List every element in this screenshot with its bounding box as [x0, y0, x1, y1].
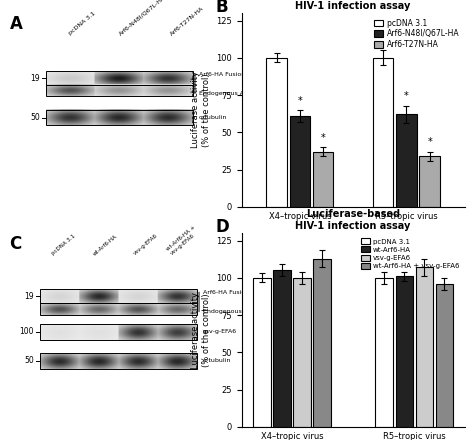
Text: Arf6-N48I/Q67L-HA: Arf6-N48I/Q67L-HA [118, 0, 167, 37]
Bar [313, 259, 331, 427]
Bar [253, 278, 271, 427]
Bar [40, 324, 197, 340]
Text: 19: 19 [24, 292, 34, 301]
Bar [396, 114, 417, 207]
Bar [375, 278, 393, 427]
Text: vsv-g-EFA6: vsv-g-EFA6 [133, 233, 159, 257]
Text: Arf6-T27N-HA: Arf6-T27N-HA [169, 5, 205, 37]
Text: 100: 100 [19, 327, 34, 337]
Bar [40, 290, 197, 303]
Text: pcDNA 3.1: pcDNA 3.1 [67, 11, 96, 37]
Text: C: C [9, 235, 22, 253]
Title: Luciferase-based
HIV-1 infection assay: Luciferase-based HIV-1 infection assay [295, 209, 411, 231]
Text: *: * [427, 137, 432, 147]
Text: 50: 50 [24, 356, 34, 366]
Text: vsv-g-EFA6: vsv-g-EFA6 [203, 330, 237, 334]
Bar [290, 116, 310, 207]
Legend: pcDNA 3.1, Arf6-N48I/Q67L-HA, Arf6-T27N-HA: pcDNA 3.1, Arf6-N48I/Q67L-HA, Arf6-T27N-… [372, 17, 461, 51]
Title: Luciferase-based
HIV-1 infection assay: Luciferase-based HIV-1 infection assay [295, 0, 411, 11]
Text: wt-Arf6-HA: wt-Arf6-HA [92, 233, 118, 257]
Text: 50: 50 [30, 113, 40, 122]
Text: B: B [215, 0, 228, 16]
Text: Endogenous Arf6: Endogenous Arf6 [199, 91, 253, 96]
Bar [373, 58, 393, 207]
Text: wt-Arf6-HA +
vsv-g-EFA6: wt-Arf6-HA + vsv-g-EFA6 [165, 225, 201, 257]
Text: A: A [9, 15, 22, 33]
Text: *: * [298, 95, 302, 106]
Text: α-tubulin: α-tubulin [203, 359, 231, 363]
Text: Arf6-HA Fusion Proteins: Arf6-HA Fusion Proteins [199, 72, 273, 77]
Bar [313, 152, 333, 207]
Bar [266, 58, 287, 207]
Bar [436, 284, 453, 427]
Text: 19: 19 [30, 73, 40, 83]
Text: D: D [215, 218, 229, 236]
Bar [273, 271, 291, 427]
Bar [416, 268, 433, 427]
Bar [46, 71, 193, 85]
Text: Arf6-HA Fusion Proteins: Arf6-HA Fusion Proteins [203, 290, 277, 295]
Bar [46, 85, 193, 96]
Text: pcDNA 3.1: pcDNA 3.1 [51, 234, 77, 257]
Y-axis label: Luciferase activity
(% of the control): Luciferase activity (% of the control) [191, 71, 211, 148]
Y-axis label: Luciferase activity
(% of the control): Luciferase activity (% of the control) [191, 292, 211, 368]
Bar [46, 110, 193, 125]
Text: Endogenous Arf6: Endogenous Arf6 [203, 309, 257, 314]
Text: *: * [404, 91, 409, 101]
Text: α-tubulin: α-tubulin [199, 115, 228, 120]
Text: *: * [321, 133, 326, 143]
Bar [40, 353, 197, 369]
Legend: pcDNA 3.1, wt-Arf6-HA, vsv-g-EFA6, wt-Arf6-HA + vsv-g-EFA6: pcDNA 3.1, wt-Arf6-HA, vsv-g-EFA6, wt-Ar… [360, 237, 461, 271]
Bar [293, 278, 311, 427]
Bar [40, 303, 197, 315]
Bar [419, 156, 440, 207]
Bar [395, 276, 413, 427]
